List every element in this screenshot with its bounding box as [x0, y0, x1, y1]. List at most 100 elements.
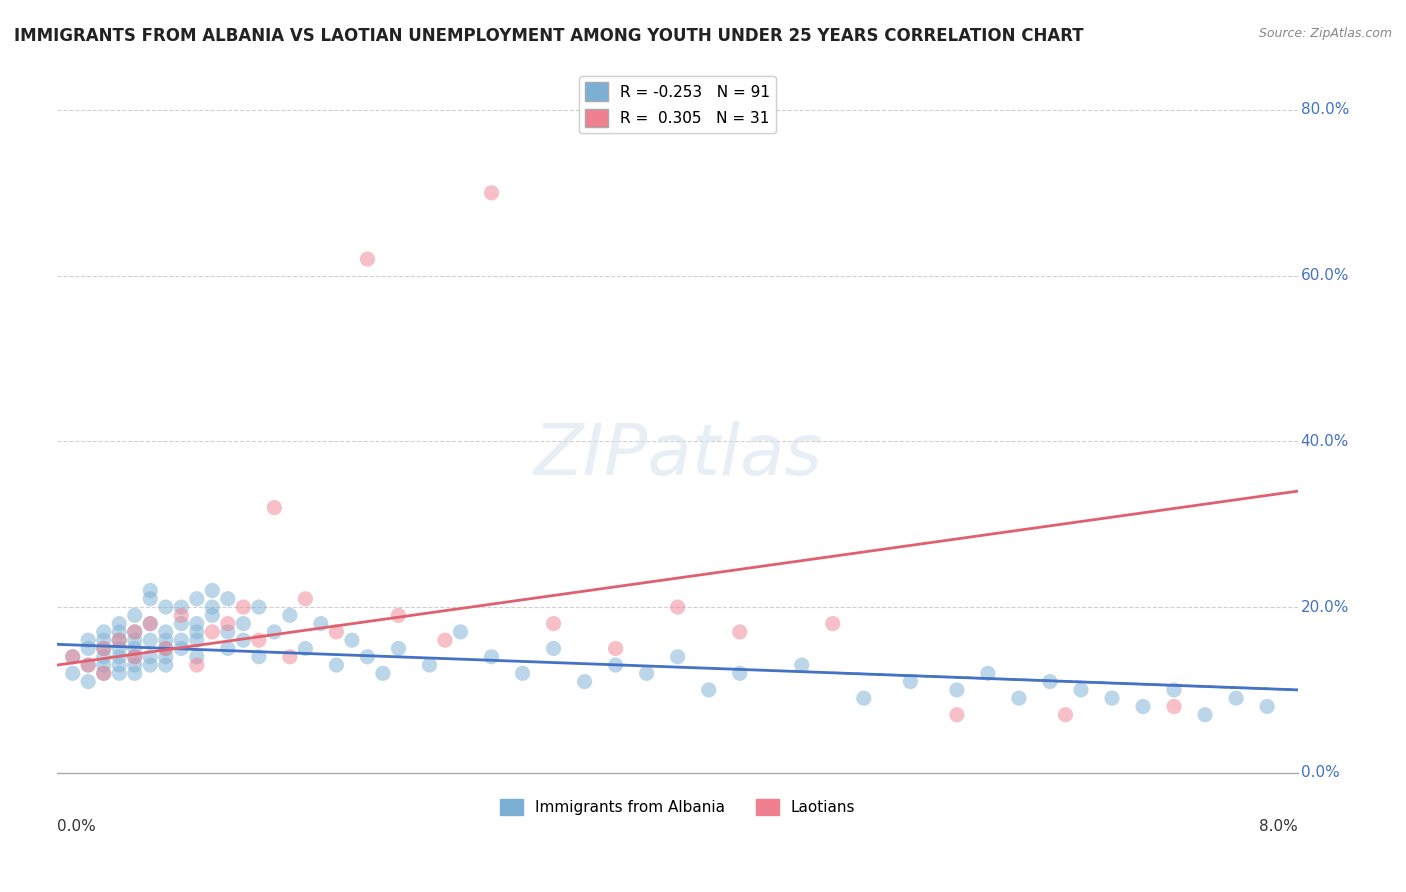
Point: [62, 666, 84, 681]
Point: [605, 641, 627, 656]
Point: [1225, 691, 1247, 706]
Point: [155, 641, 177, 656]
Point: [247, 633, 270, 648]
Point: [418, 658, 440, 673]
Point: [543, 616, 565, 631]
Point: [1194, 707, 1216, 722]
Point: [232, 633, 254, 648]
Point: [170, 616, 193, 631]
Point: [217, 591, 239, 606]
Text: 8.0%: 8.0%: [1260, 819, 1298, 833]
Point: [155, 633, 177, 648]
Point: [186, 633, 208, 648]
Point: [186, 658, 208, 673]
Point: [139, 649, 162, 664]
Point: [371, 666, 394, 681]
Point: [155, 658, 177, 673]
Point: [1132, 699, 1154, 714]
Point: [108, 633, 131, 648]
Point: [543, 641, 565, 656]
Point: [93, 624, 115, 639]
Point: [77, 633, 100, 648]
Text: 20.0%: 20.0%: [1301, 599, 1348, 615]
Point: [1070, 682, 1092, 697]
Point: [186, 624, 208, 639]
Point: [481, 649, 503, 664]
Point: [946, 707, 969, 722]
Point: [108, 666, 131, 681]
Point: [170, 641, 193, 656]
Point: [325, 624, 347, 639]
Point: [124, 641, 146, 656]
Point: [790, 658, 813, 673]
Point: [155, 624, 177, 639]
Text: 0.0%: 0.0%: [58, 819, 96, 833]
Point: [201, 624, 224, 639]
Point: [217, 641, 239, 656]
Point: [93, 641, 115, 656]
Point: [124, 666, 146, 681]
Point: [666, 649, 689, 664]
Point: [93, 666, 115, 681]
Point: [232, 616, 254, 631]
Point: [512, 666, 534, 681]
Point: [1101, 691, 1123, 706]
Text: 0.0%: 0.0%: [1301, 765, 1340, 780]
Point: [124, 624, 146, 639]
Point: [108, 649, 131, 664]
Point: [186, 591, 208, 606]
Point: [186, 616, 208, 631]
Point: [294, 591, 316, 606]
Point: [387, 608, 409, 623]
Point: [946, 682, 969, 697]
Point: [821, 616, 844, 631]
Point: [77, 641, 100, 656]
Point: [108, 624, 131, 639]
Point: [77, 674, 100, 689]
Point: [1163, 699, 1185, 714]
Point: [170, 608, 193, 623]
Point: [155, 641, 177, 656]
Point: [294, 641, 316, 656]
Point: [124, 608, 146, 623]
Point: [108, 641, 131, 656]
Point: [356, 649, 378, 664]
Point: [666, 600, 689, 615]
Point: [356, 252, 378, 266]
Point: [155, 600, 177, 615]
Point: [77, 658, 100, 673]
Text: ZIPatlas: ZIPatlas: [533, 421, 823, 491]
Point: [574, 674, 596, 689]
Point: [124, 649, 146, 664]
Point: [278, 608, 301, 623]
Point: [697, 682, 720, 697]
Point: [325, 658, 347, 673]
Point: [201, 583, 224, 598]
Point: [170, 600, 193, 615]
Point: [93, 666, 115, 681]
Point: [232, 600, 254, 615]
Point: [155, 649, 177, 664]
Point: [139, 591, 162, 606]
Point: [108, 658, 131, 673]
Point: [124, 633, 146, 648]
Point: [247, 600, 270, 615]
Point: [340, 633, 363, 648]
Point: [450, 624, 472, 639]
Point: [1039, 674, 1062, 689]
Text: 80.0%: 80.0%: [1301, 103, 1348, 118]
Point: [217, 616, 239, 631]
Point: [201, 608, 224, 623]
Point: [247, 649, 270, 664]
Point: [852, 691, 875, 706]
Point: [93, 658, 115, 673]
Point: [636, 666, 658, 681]
Point: [481, 186, 503, 200]
Point: [139, 633, 162, 648]
Point: [139, 583, 162, 598]
Point: [433, 633, 456, 648]
Point: [170, 633, 193, 648]
Text: IMMIGRANTS FROM ALBANIA VS LAOTIAN UNEMPLOYMENT AMONG YOUTH UNDER 25 YEARS CORRE: IMMIGRANTS FROM ALBANIA VS LAOTIAN UNEMP…: [14, 27, 1084, 45]
Point: [93, 649, 115, 664]
Point: [263, 624, 285, 639]
